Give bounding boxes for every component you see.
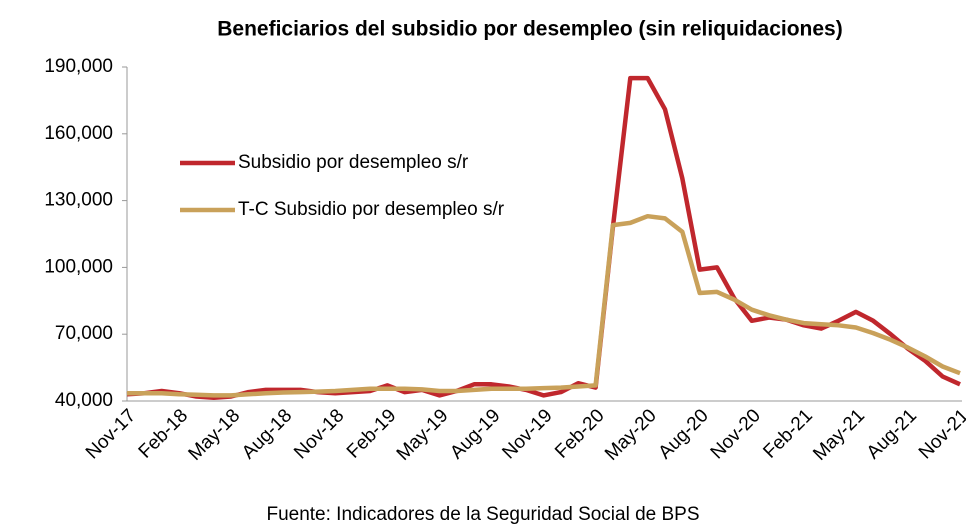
- y-tick-label: 160,000: [44, 123, 113, 144]
- x-tick-label: Feb-20: [551, 405, 608, 462]
- y-tick-label: 70,000: [55, 323, 113, 344]
- x-tick-label: Nov-20: [707, 405, 765, 463]
- x-tick-label: Feb-21: [759, 405, 816, 462]
- x-tick-label: Feb-19: [343, 405, 400, 462]
- x-tick-label: May-19: [393, 405, 453, 465]
- x-tick-label: May-21: [809, 405, 869, 465]
- x-tick-label: Aug-19: [446, 405, 504, 463]
- x-tick-label: Aug-20: [655, 405, 713, 463]
- series-line: [127, 213, 961, 398]
- legend-label: T-C Subsidio por desempleo s/r: [238, 199, 505, 220]
- x-tick-label: May-18: [185, 405, 245, 465]
- legend-label: Subsidio por desempleo s/r: [238, 152, 469, 173]
- x-tick-label: Nov-18: [290, 405, 348, 463]
- y-tick-label: 40,000: [55, 390, 113, 411]
- y-tick-label: 100,000: [44, 256, 113, 277]
- y-tick-label: 130,000: [44, 190, 113, 211]
- x-tick-label: Nov-21: [915, 405, 966, 463]
- x-tick-label: Feb-18: [135, 405, 192, 462]
- x-tick-label: Aug-21: [863, 405, 921, 463]
- x-tick-label: Nov-19: [498, 405, 556, 463]
- x-tick-label: Aug-18: [238, 405, 296, 463]
- x-tick-label: May-20: [601, 405, 661, 465]
- source-note: Fuente: Indicadores de la Seguridad Soci…: [266, 504, 699, 525]
- x-tick-label: Nov-17: [82, 405, 140, 463]
- y-tick-label: 190,000: [44, 56, 113, 77]
- series-line: [126, 75, 961, 400]
- chart-title: Beneficiarios del subsidio por desempleo…: [217, 18, 842, 41]
